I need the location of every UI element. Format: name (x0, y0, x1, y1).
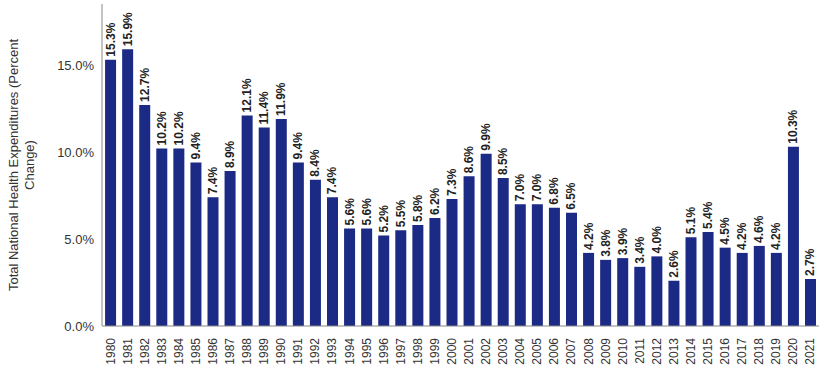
svg-text:15.9%: 15.9% (121, 12, 135, 46)
svg-text:15.0%: 15.0% (57, 58, 94, 73)
svg-text:5.5%: 5.5% (394, 200, 408, 228)
svg-text:5.6%: 5.6% (360, 198, 374, 226)
svg-text:11.4%: 11.4% (257, 91, 271, 125)
svg-text:1997: 1997 (394, 338, 408, 365)
svg-text:1993: 1993 (325, 338, 339, 365)
svg-text:6.5%: 6.5% (565, 182, 579, 210)
svg-text:3.8%: 3.8% (599, 229, 613, 257)
svg-text:11.9%: 11.9% (274, 82, 288, 116)
svg-text:1998: 1998 (411, 338, 425, 365)
svg-text:12.7%: 12.7% (138, 68, 152, 102)
svg-text:8.6%: 8.6% (462, 146, 476, 174)
svg-text:1996: 1996 (377, 338, 391, 365)
svg-text:1988: 1988 (240, 338, 254, 365)
svg-text:0.0%: 0.0% (64, 319, 94, 334)
svg-text:1989: 1989 (257, 338, 271, 365)
svg-text:1986: 1986 (206, 338, 220, 365)
svg-text:1985: 1985 (189, 338, 203, 365)
svg-text:7.4%: 7.4% (206, 167, 220, 195)
svg-text:2021: 2021 (803, 338, 817, 365)
svg-text:2004: 2004 (513, 338, 527, 365)
svg-text:2.6%: 2.6% (667, 250, 681, 278)
svg-text:1992: 1992 (308, 338, 322, 365)
svg-text:8.4%: 8.4% (308, 149, 322, 177)
svg-text:9.4%: 9.4% (189, 132, 203, 160)
svg-text:8.9%: 8.9% (223, 140, 237, 168)
svg-text:6.8%: 6.8% (547, 177, 561, 205)
svg-text:5.6%: 5.6% (343, 198, 357, 226)
svg-text:15.3%: 15.3% (104, 22, 118, 56)
svg-text:1991: 1991 (291, 338, 305, 365)
svg-text:6.2%: 6.2% (428, 187, 442, 215)
svg-text:2019: 2019 (769, 338, 783, 365)
svg-text:Change): Change) (22, 140, 37, 190)
svg-text:3.4%: 3.4% (633, 236, 647, 264)
svg-text:2008: 2008 (582, 338, 596, 365)
svg-text:2016: 2016 (718, 338, 732, 365)
svg-text:2007: 2007 (564, 338, 578, 365)
svg-text:1994: 1994 (343, 338, 357, 365)
svg-text:1980: 1980 (104, 338, 118, 365)
svg-text:2003: 2003 (496, 338, 510, 365)
svg-text:4.5%: 4.5% (718, 217, 732, 245)
svg-text:1999: 1999 (428, 338, 442, 365)
svg-text:4.2%: 4.2% (582, 222, 596, 250)
svg-text:2018: 2018 (752, 338, 766, 365)
svg-text:7.0%: 7.0% (530, 173, 544, 201)
svg-text:1987: 1987 (223, 338, 237, 365)
svg-text:10.2%: 10.2% (155, 111, 169, 145)
svg-text:9.9%: 9.9% (479, 123, 493, 151)
svg-text:5.0%: 5.0% (64, 232, 94, 247)
svg-text:5.8%: 5.8% (411, 194, 425, 222)
svg-text:10.3%: 10.3% (786, 109, 800, 143)
svg-text:5.2%: 5.2% (377, 205, 391, 233)
svg-text:7.4%: 7.4% (326, 167, 340, 195)
svg-text:2001: 2001 (462, 338, 476, 365)
svg-text:1983: 1983 (155, 338, 169, 365)
svg-text:2011: 2011 (633, 338, 647, 364)
svg-text:2014: 2014 (684, 338, 698, 365)
svg-text:5.4%: 5.4% (701, 201, 715, 229)
svg-text:5.1%: 5.1% (684, 207, 698, 235)
svg-text:2.7%: 2.7% (804, 248, 817, 276)
svg-text:12.1%: 12.1% (240, 78, 254, 112)
svg-text:7.0%: 7.0% (513, 173, 527, 201)
svg-text:Total National Health Expendit: Total National Health Expenditures (Perc… (8, 39, 21, 292)
svg-text:1995: 1995 (360, 338, 374, 365)
svg-text:2006: 2006 (547, 338, 561, 365)
svg-text:8.5%: 8.5% (496, 147, 510, 175)
svg-text:9.4%: 9.4% (291, 132, 305, 160)
svg-text:1984: 1984 (172, 338, 186, 365)
svg-text:4.2%: 4.2% (769, 222, 783, 250)
svg-text:4.2%: 4.2% (735, 222, 749, 250)
svg-text:2009: 2009 (599, 338, 613, 365)
svg-text:3.9%: 3.9% (616, 227, 630, 255)
svg-text:2002: 2002 (479, 338, 493, 365)
svg-text:2010: 2010 (616, 338, 630, 365)
svg-text:2012: 2012 (650, 338, 664, 365)
svg-text:1982: 1982 (138, 338, 152, 365)
svg-text:2000: 2000 (445, 338, 459, 365)
svg-text:2015: 2015 (701, 338, 715, 365)
svg-text:1981: 1981 (121, 338, 135, 365)
svg-text:10.2%: 10.2% (172, 111, 186, 145)
svg-text:1990: 1990 (274, 338, 288, 365)
svg-text:2020: 2020 (786, 338, 800, 365)
svg-text:4.0%: 4.0% (650, 226, 664, 254)
svg-text:4.6%: 4.6% (752, 215, 766, 243)
svg-text:10.0%: 10.0% (57, 145, 94, 160)
svg-text:2005: 2005 (530, 338, 544, 365)
svg-text:2013: 2013 (667, 338, 681, 365)
svg-text:7.3%: 7.3% (445, 168, 459, 196)
svg-text:2017: 2017 (735, 338, 749, 365)
